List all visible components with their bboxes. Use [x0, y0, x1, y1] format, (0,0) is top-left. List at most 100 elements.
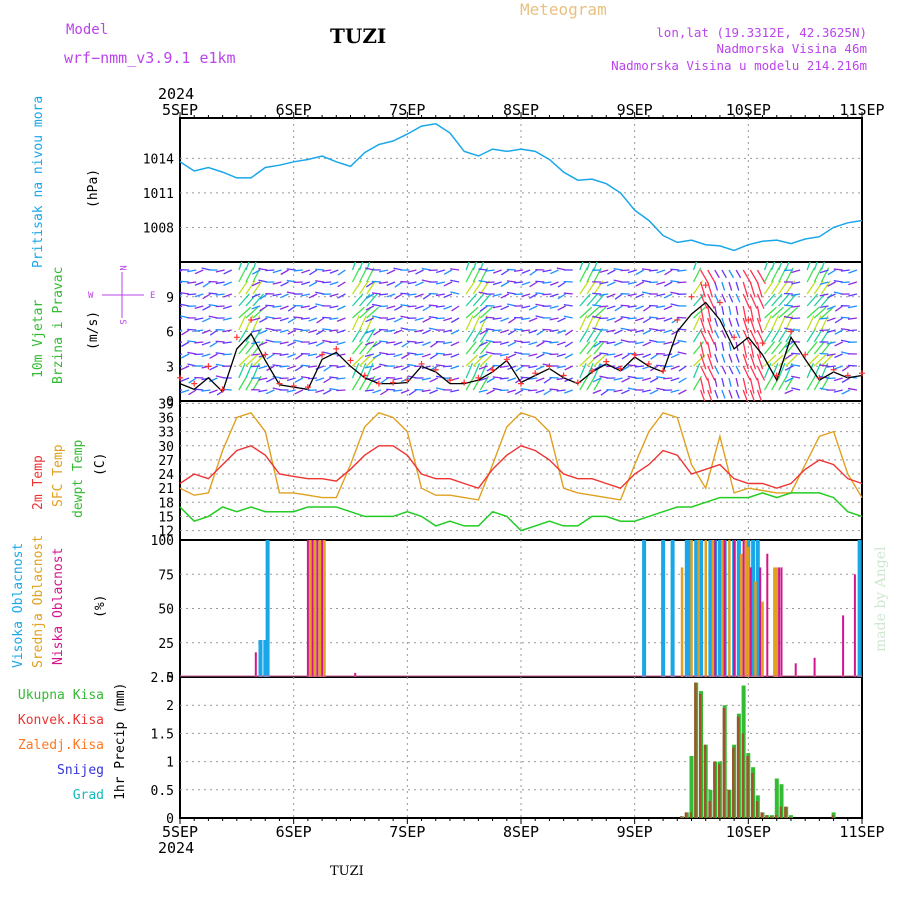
cloud-bar [711, 540, 715, 677]
wind-arrow [479, 293, 492, 307]
wind-arrow [763, 315, 772, 331]
wind-arrow [826, 317, 836, 322]
wind-arrow [465, 341, 477, 355]
wind-arrow [194, 317, 204, 321]
wind-arrow [771, 354, 784, 367]
cloud-bar [313, 540, 317, 677]
wind-arrow [443, 281, 453, 287]
x-tick-label-bottom: 11SEP [839, 823, 884, 841]
wind-arrow [806, 280, 817, 295]
precip-convective-bar [727, 789, 730, 818]
wind-arrow [656, 305, 666, 309]
precip-convective-bar [713, 761, 716, 818]
cloud-bar [254, 652, 257, 677]
wind-arrow [329, 376, 339, 379]
wind-arrow [414, 305, 424, 310]
pressure-line [179, 123, 863, 252]
wind-arrow [607, 269, 616, 275]
wind-arrow [721, 305, 725, 315]
wind-arrow [742, 293, 751, 309]
wind-arrow [819, 269, 829, 274]
wind-arrow [771, 306, 784, 319]
wind-arrow [635, 305, 645, 310]
cloud-title-3: Niska Oblacnost [51, 548, 66, 665]
wind-arrow [238, 293, 250, 307]
wind-arrow [258, 329, 268, 335]
wind-arrow [707, 281, 714, 298]
wind-arrow [492, 317, 502, 320]
wind-arrow [819, 364, 829, 367]
wind-gust-marker [518, 380, 524, 387]
wind-arrow [756, 353, 764, 370]
wind-arrow [443, 269, 453, 275]
wind-arrow [642, 329, 652, 335]
wind-arrow [194, 281, 204, 286]
wind-arrow [379, 281, 389, 285]
wind-arrow [479, 262, 484, 271]
wind-arrow [478, 365, 488, 370]
precip-convective-bar [751, 772, 754, 818]
compass-e: E [150, 291, 155, 301]
wind-arrow [707, 377, 712, 394]
wind-gust-marker [446, 377, 453, 384]
wind-arrow [492, 376, 502, 379]
cloud-bar [714, 540, 717, 677]
wind-arrow [322, 316, 332, 319]
wind-arrow [692, 341, 705, 355]
wind-arrow [535, 365, 545, 371]
wind-arrow [208, 389, 218, 394]
wind-arrow [627, 305, 637, 308]
wind-arrow [707, 389, 713, 401]
wind-arrow [451, 305, 460, 312]
wind-arrow [486, 389, 495, 395]
wind-arrow [763, 328, 774, 343]
wind-arrow [819, 281, 829, 285]
wind-arrow [771, 262, 776, 271]
wind-arrow [606, 293, 616, 298]
wind-arrow [641, 268, 651, 271]
station-title: TUZI [330, 24, 386, 48]
wind-arrow [663, 353, 673, 357]
precip-convective-bar [779, 806, 782, 818]
wind-arrow [222, 329, 232, 333]
cloud-bar [723, 540, 726, 677]
wind-arrow [678, 365, 687, 372]
x-tick-label-bottom: 5SEP [162, 823, 198, 841]
wind-arrow [201, 317, 211, 323]
wind-arrow [422, 329, 431, 335]
wind-arrow [336, 317, 346, 322]
wind-arrow [785, 306, 799, 319]
wind-arrow [435, 305, 445, 308]
wind-arrow [366, 262, 371, 271]
wind-arrow [813, 293, 826, 307]
wind-arrow [365, 317, 375, 323]
wind-arrow [337, 269, 346, 276]
footer-station: TUZI [330, 864, 364, 879]
cloud-bar [670, 540, 675, 677]
wind-arrow [300, 293, 311, 297]
wind-arrow [514, 269, 524, 273]
wind-arrow [442, 365, 453, 368]
wind-arrow [194, 269, 204, 275]
wind-arrow [549, 329, 559, 333]
cloud-bar [778, 567, 781, 677]
wind-arrow [735, 353, 740, 363]
wind-arrow [783, 315, 794, 319]
wind-arrow [507, 389, 517, 394]
wind-arrow [365, 305, 375, 311]
wind-arrow [728, 305, 732, 315]
model-name: wrf−nmm_v3.9.1 e1km [64, 49, 236, 67]
wind-arrow [300, 317, 310, 320]
wind-arrow [300, 364, 310, 367]
wind-arrow [472, 341, 484, 355]
wind-arrow [714, 353, 719, 363]
wind-arrow [238, 354, 251, 367]
cloud-bar [728, 540, 731, 677]
wind-arrow [614, 293, 623, 300]
wind-arrow [735, 281, 740, 291]
wind-arrow [286, 365, 296, 370]
wind-arrow [372, 377, 382, 382]
wind-arrow [465, 280, 476, 295]
wind-arrow [366, 293, 378, 307]
wind-arrow [756, 305, 762, 322]
